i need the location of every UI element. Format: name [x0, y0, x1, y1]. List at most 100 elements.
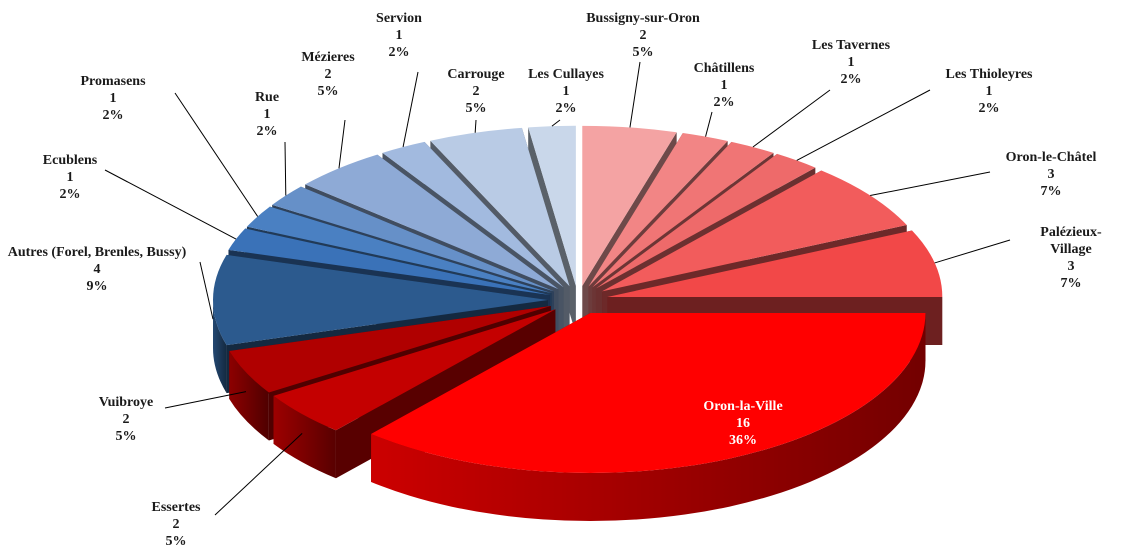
label-categories: Châtillens	[693, 61, 755, 76]
leader-line	[705, 111, 713, 137]
leader-line	[338, 119, 346, 169]
slice	[305, 154, 559, 290]
label-values: 1	[66, 170, 74, 185]
slice	[272, 186, 554, 292]
slice	[228, 228, 550, 295]
slice	[430, 127, 570, 287]
data-label: Servion 1 2%	[376, 10, 422, 61]
label-percent-labels: 36%	[728, 433, 757, 448]
label-percent-labels: 2%	[388, 45, 410, 60]
data-label: Vuibroye 2 5%	[99, 394, 153, 445]
label-values: 1	[720, 78, 728, 93]
data-label: Rue 1 2%	[255, 89, 279, 140]
data-label: Oron-la-Ville 16 36%	[703, 398, 782, 449]
label-percent-labels: 5%	[465, 101, 487, 116]
leader-line	[752, 89, 831, 148]
data-label: Palézieux-Village 3 7%	[1034, 224, 1108, 292]
label-values: 2	[472, 84, 480, 99]
label-values: 2	[639, 28, 647, 43]
data-label: Châtillens 1 2%	[694, 60, 755, 111]
slice-wall	[273, 395, 336, 479]
label-categories: Carrouge	[447, 67, 505, 82]
label-values: 3	[1067, 259, 1075, 274]
slice	[588, 133, 728, 287]
label-categories: Palézieux-Village	[1040, 225, 1102, 257]
slice	[246, 206, 552, 294]
data-label: Ecublens 1 2%	[43, 152, 97, 203]
label-values: 1	[263, 107, 271, 122]
label-percent-labels: 5%	[317, 84, 339, 99]
label-values: 1	[395, 28, 403, 43]
slice	[592, 141, 774, 288]
label-categories: Les Cullayes	[528, 67, 604, 82]
slice	[607, 230, 943, 297]
leader-line	[796, 89, 931, 161]
leader-line	[402, 71, 419, 148]
label-percent-labels: 5%	[632, 45, 654, 60]
label-values: 2	[172, 517, 180, 532]
label-values: 16	[735, 416, 750, 431]
leader-line	[199, 261, 214, 320]
slice-wall	[371, 313, 926, 522]
slice	[595, 153, 816, 289]
label-percent-labels: 2%	[840, 72, 862, 87]
label-percent-labels: 2%	[102, 108, 124, 123]
label-categories: Les Thioleyres	[945, 67, 1033, 82]
label-percent-labels: 7%	[1060, 276, 1082, 291]
slice	[382, 141, 564, 288]
data-label: Oron-le-Châtel 3 7%	[1006, 149, 1097, 200]
label-values: 1	[562, 84, 570, 99]
label-categories: Mézieres	[301, 50, 355, 65]
label-categories: Essertes	[151, 500, 201, 515]
leader-line	[284, 141, 287, 196]
slice	[528, 125, 576, 286]
label-values: 1	[847, 55, 855, 70]
label-percent-labels: 9%	[86, 279, 108, 294]
data-label: Mézieres 2 5%	[301, 49, 354, 100]
leader-line	[551, 119, 561, 127]
label-values: 1	[109, 91, 117, 106]
label-categories: Servion	[376, 11, 422, 26]
label-categories: Les Tavernes	[811, 38, 891, 53]
slice	[229, 305, 551, 393]
label-percent-labels: 7%	[1040, 184, 1062, 199]
label-percent-labels: 2%	[555, 101, 577, 116]
label-percent-labels: 5%	[115, 429, 137, 444]
leader-line	[174, 92, 259, 217]
label-values: 2	[122, 412, 130, 427]
label-categories: Oron-le-Châtel	[1005, 150, 1097, 165]
slice-wall	[229, 351, 269, 441]
data-label: Promasens 1 2%	[80, 73, 145, 124]
slice	[371, 313, 926, 474]
label-values: 1	[985, 84, 993, 99]
data-label: Carrouge 2 5%	[447, 66, 504, 117]
label-values: 2	[324, 67, 332, 82]
label-categories: Promasens	[80, 74, 146, 89]
data-label: Bussigny-sur-Oron 2 5%	[586, 10, 700, 61]
label-values: 4	[93, 262, 101, 277]
label-percent-labels: 2%	[978, 101, 1000, 116]
slice	[582, 125, 677, 286]
label-categories: Bussigny-sur-Oron	[586, 11, 700, 26]
label-categories: Ecublens	[42, 153, 98, 168]
label-categories: Autres (Forel, Brenles, Bussy)	[7, 245, 187, 260]
label-percent-labels: 2%	[713, 95, 735, 110]
slice	[602, 170, 907, 292]
data-label: Les Tavernes 1 2%	[812, 37, 890, 88]
label-percent-labels: 2%	[59, 187, 81, 202]
leader-line	[870, 171, 991, 197]
label-categories: Rue	[254, 90, 280, 105]
leader-line	[214, 432, 303, 516]
label-percent-labels: 5%	[165, 534, 187, 549]
slice	[213, 254, 548, 346]
leader-line	[474, 119, 477, 133]
data-label: Autres (Forel, Brenles, Bussy) 4 9%	[0, 244, 197, 295]
leader-line	[104, 169, 237, 240]
label-percent-labels: 2%	[256, 124, 278, 139]
label-values: 3	[1047, 167, 1055, 182]
slice	[273, 309, 556, 431]
leader-line	[934, 239, 1011, 264]
leader-line	[164, 391, 247, 409]
